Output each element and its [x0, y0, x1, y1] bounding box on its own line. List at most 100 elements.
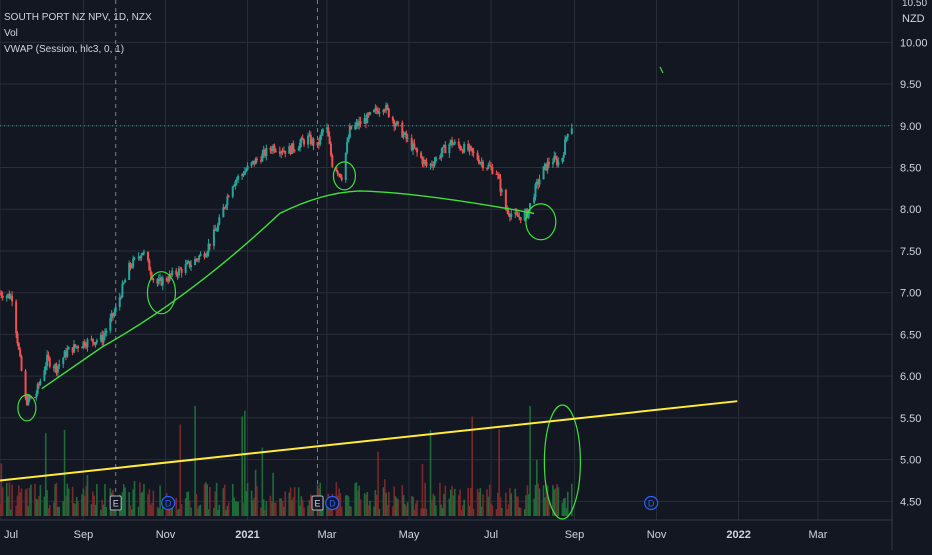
- volume-bar: [273, 502, 276, 516]
- candle-body: [527, 209, 530, 218]
- candle-body: [338, 173, 341, 175]
- volume-spike-ellipse: [543, 404, 581, 520]
- legend-volume[interactable]: Vol: [4, 28, 18, 39]
- volume-bar: [459, 489, 461, 516]
- candle-body: [187, 261, 190, 263]
- volume-bar: [203, 483, 206, 516]
- candle-body: [198, 255, 201, 260]
- candle-body: [413, 143, 416, 148]
- legend-symbol[interactable]: SOUTH PORT NZ NPV, 1D, NZX: [4, 12, 152, 23]
- volume-bar: [180, 504, 183, 516]
- volume-bar: [264, 509, 266, 516]
- candle-body: [354, 125, 357, 130]
- volume-bar: [122, 484, 125, 516]
- volume-bar: [245, 491, 248, 516]
- volume-bar: [515, 496, 518, 516]
- candle-body: [336, 171, 339, 174]
- volume-bar: [246, 483, 249, 516]
- candle-body: [176, 274, 179, 276]
- volume-bar: [218, 504, 221, 516]
- volume-bar: [141, 491, 144, 516]
- legend-vwap[interactable]: VWAP (Session, hlc3, 0, 1): [4, 44, 125, 55]
- candle-body: [543, 163, 546, 167]
- candle-body: [208, 243, 211, 246]
- candle-body: [375, 108, 378, 111]
- volume-bar: [184, 498, 187, 516]
- volume-bar: [402, 495, 405, 516]
- volume-bar: [292, 497, 295, 516]
- volume-bar: [347, 496, 350, 516]
- volume-bar: [424, 482, 426, 516]
- volume-bar: [453, 488, 456, 516]
- candle-body: [432, 165, 435, 167]
- volume-bar: [269, 495, 272, 516]
- volume-bar: [256, 485, 258, 516]
- candle-body: [481, 161, 484, 169]
- volume-bar: [534, 485, 537, 516]
- volume-bar: [9, 509, 12, 516]
- volume-bar: [66, 483, 69, 516]
- candle-body: [394, 124, 397, 127]
- volume-bar: [425, 508, 428, 516]
- candle-body: [412, 143, 415, 151]
- candle-body: [121, 283, 124, 298]
- candle-body: [328, 136, 331, 144]
- volume-bar: [148, 489, 151, 516]
- candle-body: [177, 268, 180, 276]
- volume-bar: [401, 485, 404, 516]
- candle-body: [91, 338, 94, 343]
- candle-body: [62, 357, 65, 365]
- volume-bar: [149, 504, 152, 516]
- volume-bar: [234, 501, 237, 516]
- volume-bar: [20, 488, 23, 516]
- candle-body: [346, 141, 349, 153]
- candle-body: [307, 135, 310, 145]
- candle-body: [16, 333, 19, 344]
- candle-body: [358, 121, 361, 127]
- circle-marker-aug-2021: [525, 203, 557, 241]
- candle-body: [186, 262, 189, 265]
- volume-bar: [556, 484, 558, 516]
- volume-bar: [385, 492, 387, 516]
- volume-bar: [293, 487, 296, 516]
- candle-body: [449, 139, 452, 145]
- volume-bar: [386, 505, 389, 516]
- volume-bar: [552, 485, 554, 516]
- volume-bar: [482, 494, 484, 516]
- volume-bar: [383, 479, 386, 516]
- candle-body: [83, 341, 86, 347]
- volume-bar: [101, 499, 104, 516]
- candle-body: [297, 148, 300, 151]
- volume-bar: [291, 500, 293, 516]
- volume-bar: [252, 500, 254, 516]
- candle-body: [395, 121, 398, 125]
- volume-bar: [0, 463, 3, 516]
- candle-body: [103, 333, 106, 336]
- candle-body: [518, 216, 521, 218]
- volume-bar: [7, 496, 9, 516]
- volume-bar: [100, 509, 102, 516]
- candle-body: [515, 212, 518, 215]
- volume-bar: [307, 505, 309, 516]
- volume-bar: [344, 495, 347, 516]
- candle-body: [254, 158, 257, 165]
- candle-body: [260, 160, 263, 162]
- volume-bar: [496, 492, 499, 516]
- candle-body: [118, 297, 121, 307]
- candle-body: [99, 334, 102, 341]
- volume-bar: [367, 505, 370, 516]
- volume-bar: [452, 495, 455, 516]
- volume-bar: [241, 416, 243, 516]
- candle-body: [223, 207, 226, 209]
- volume-bar: [275, 502, 277, 516]
- volume-bar: [279, 498, 281, 516]
- candle-body: [133, 257, 136, 259]
- price-axis-top-clipped: 10.50: [902, 0, 927, 9]
- volume-bar: [190, 507, 192, 516]
- candle-body: [19, 349, 22, 357]
- candle-body: [105, 330, 108, 334]
- volume-bar: [340, 506, 343, 516]
- candle-body: [148, 260, 151, 271]
